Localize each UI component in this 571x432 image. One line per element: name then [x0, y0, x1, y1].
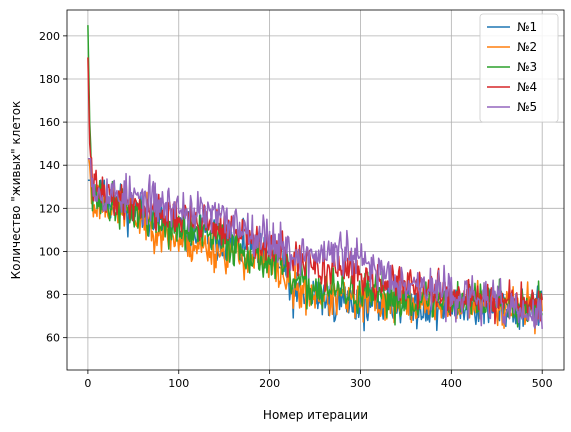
legend-label: №3 — [517, 60, 537, 74]
plot-frame — [66, 9, 565, 371]
x-tick-label: 300 — [350, 377, 371, 390]
axis-ticks: 0 100 200 300 400 500 60 80 100 120 140 160 180 200 — [39, 30, 553, 390]
x-tick-label: 200 — [259, 377, 280, 390]
y-tick-label: 160 — [39, 116, 60, 129]
series-layer — [87, 25, 543, 335]
legend-label: №1 — [517, 20, 537, 34]
x-tick-label: 100 — [168, 377, 189, 390]
x-tick-label: 500 — [532, 377, 553, 390]
y-tick-label: 80 — [46, 289, 60, 302]
legend-label: №5 — [517, 100, 537, 114]
series-line-4 — [87, 57, 543, 325]
legend-box — [479, 13, 559, 123]
y-tick-label: 140 — [39, 159, 60, 172]
y-tick-label: 60 — [46, 332, 60, 345]
y-tick-label: 120 — [39, 202, 60, 215]
grid-lines — [67, 10, 564, 370]
legend: №1 №2 №3 №4 №5 — [479, 13, 559, 123]
y-tick-label: 100 — [39, 245, 60, 258]
y-tick-label: 200 — [39, 30, 60, 43]
series-line-3 — [87, 25, 543, 328]
series-line-5 — [87, 157, 543, 329]
legend-label: №2 — [517, 40, 537, 54]
y-tick-label: 180 — [39, 73, 60, 86]
x-axis-label: Номер итерации — [263, 408, 368, 422]
x-tick-label: 400 — [441, 377, 462, 390]
y-axis-label: Количество "живых" клеток — [9, 101, 23, 280]
legend-label: №4 — [517, 80, 537, 94]
x-tick-label: 0 — [84, 377, 91, 390]
